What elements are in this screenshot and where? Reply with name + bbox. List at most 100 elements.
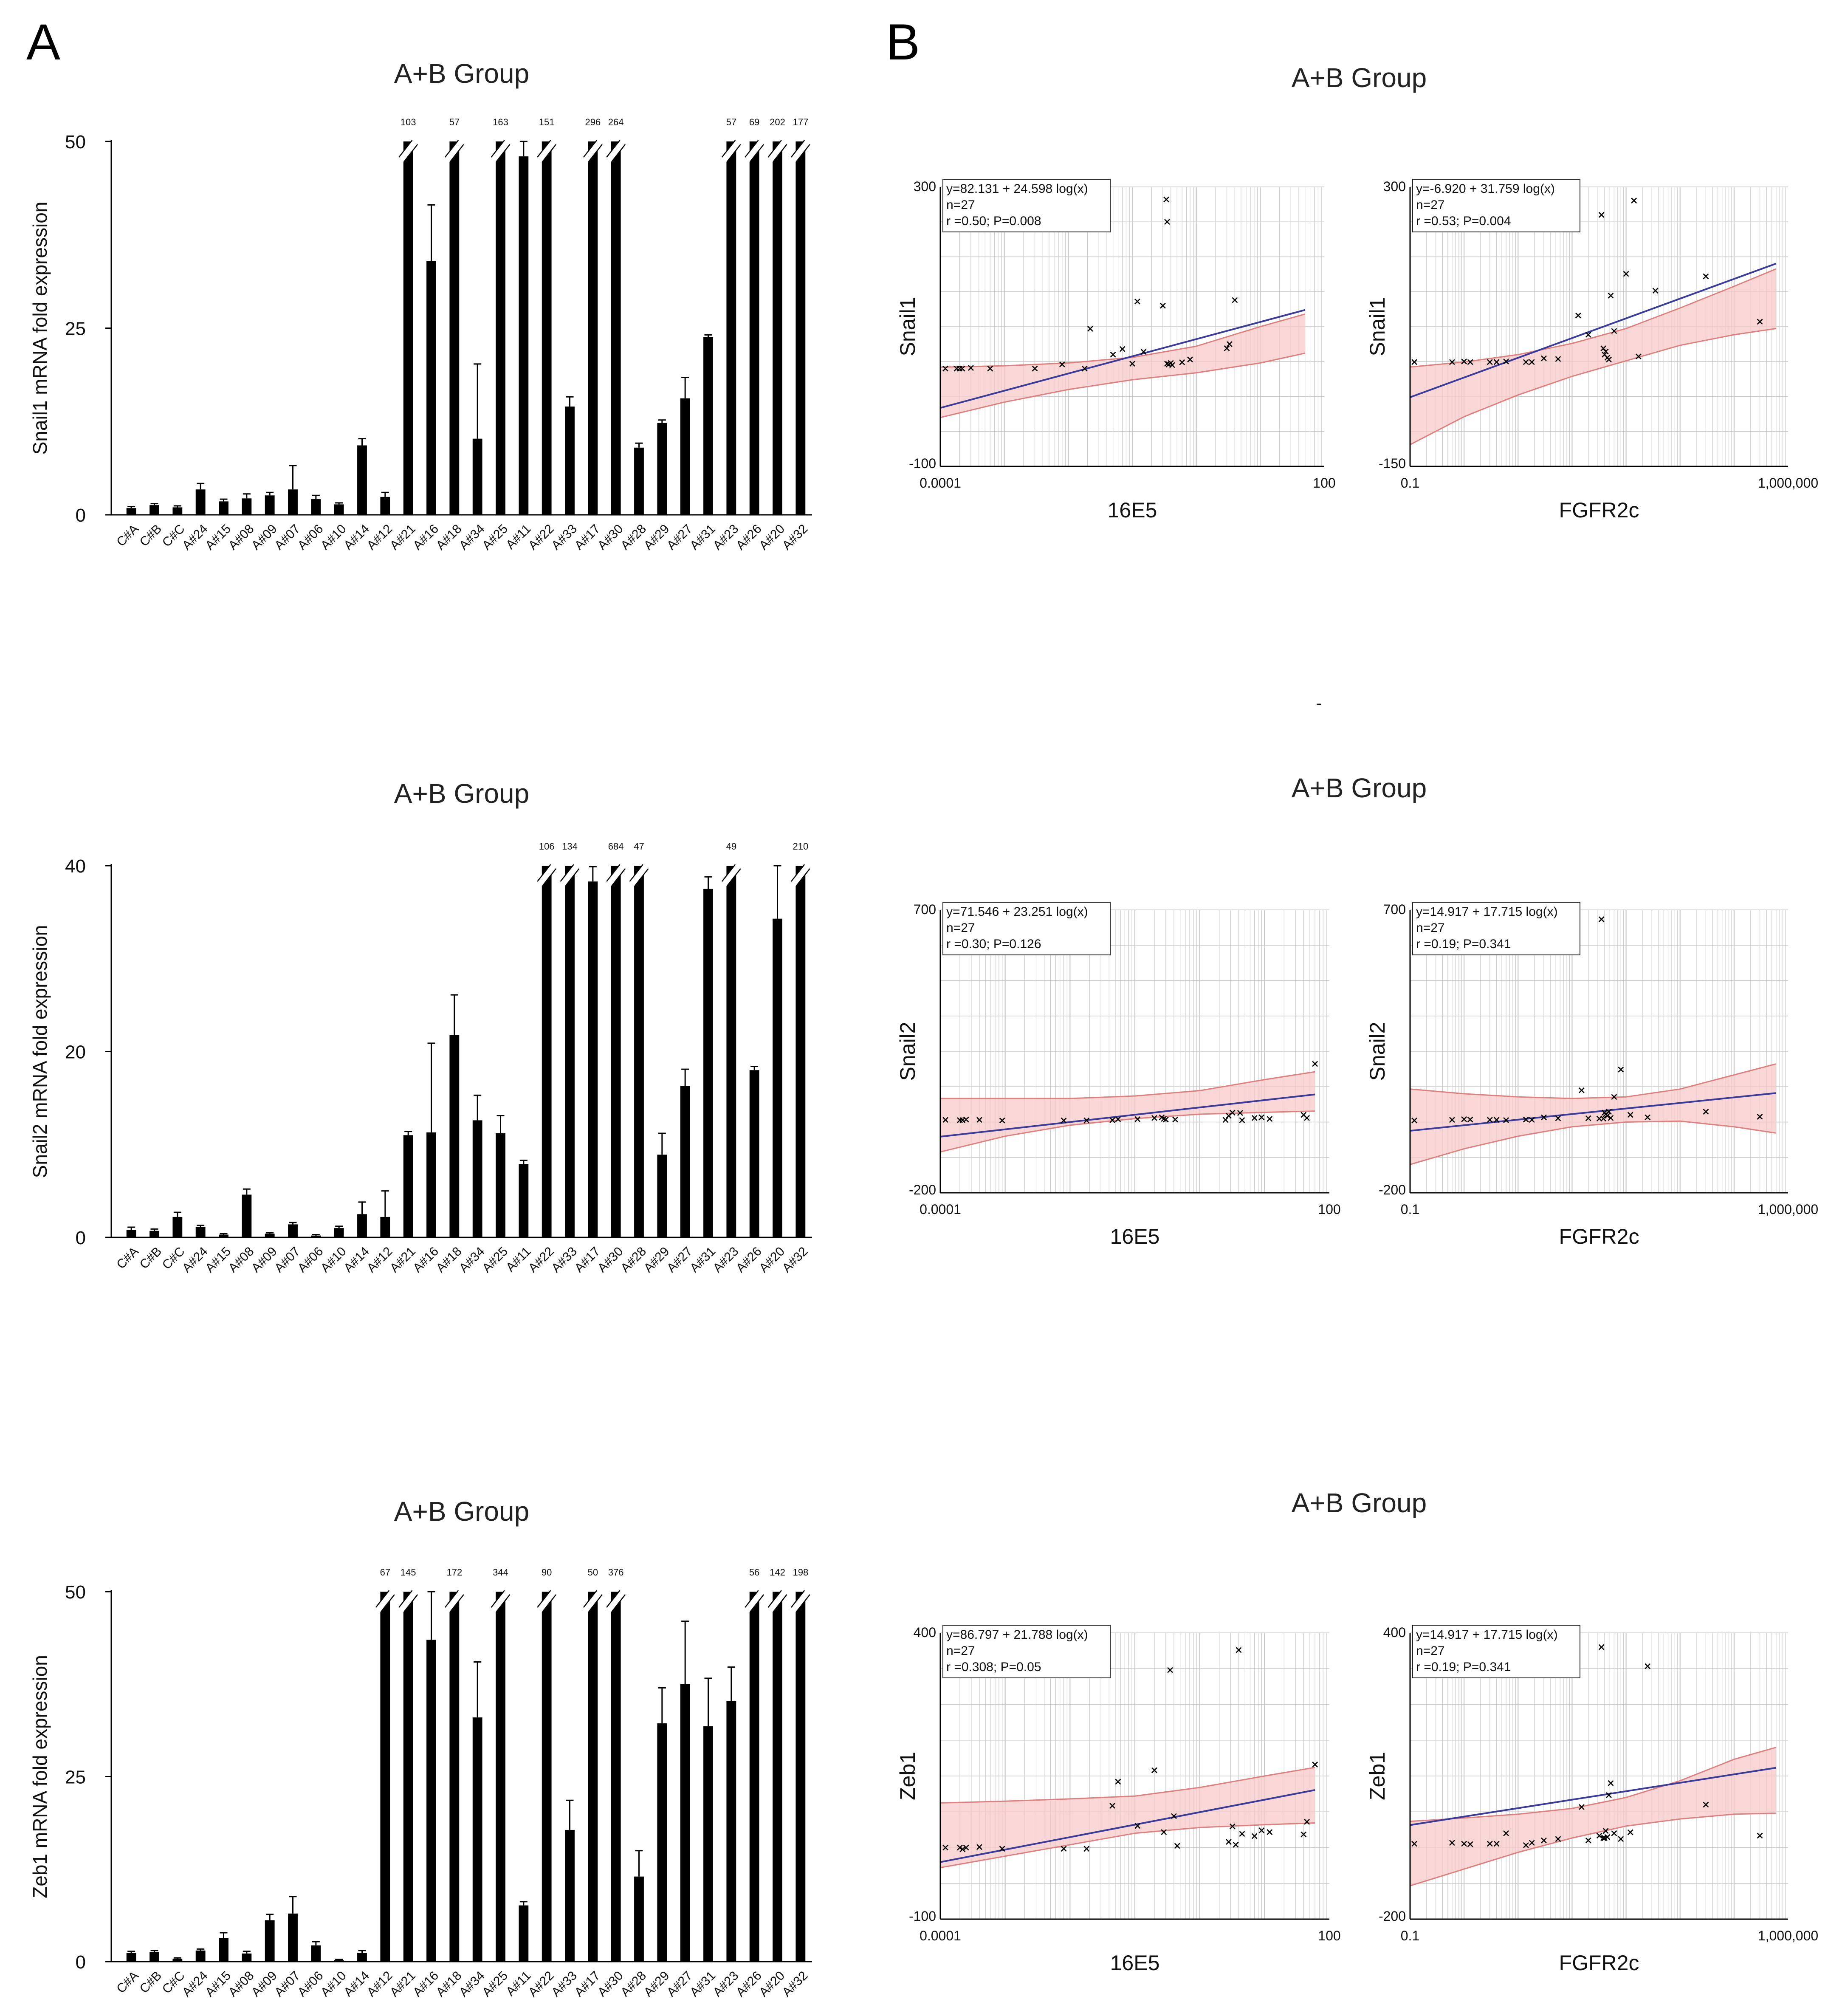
data-point — [1541, 355, 1547, 361]
confidence-upper-line — [1410, 1063, 1777, 1099]
y-axis-label: Snail1 — [1365, 297, 1389, 356]
bar — [172, 1959, 183, 1962]
sc_snail2_fgfr2c-chart: 700 -200 0.1 1,000,000 FGFR2c Snail2 y=14.917 … — [1365, 902, 1818, 1248]
data-point — [968, 365, 974, 371]
bar — [150, 505, 159, 515]
stats-line: n=27 — [946, 921, 975, 935]
axis-break-mark — [773, 1594, 787, 1612]
bar — [357, 1214, 367, 1237]
data-point — [1618, 1067, 1624, 1073]
x-axis-label: 16E5 — [1110, 1951, 1160, 1975]
data-point — [1109, 1803, 1115, 1809]
confidence-lower-line — [1410, 1120, 1777, 1165]
y-tick-label: 0 — [76, 1228, 86, 1248]
axis-break-gap — [722, 140, 741, 162]
x-tick-label: 100 — [1318, 1202, 1340, 1217]
confidence-lower-line — [940, 353, 1305, 418]
bar — [150, 1231, 159, 1237]
axis-break-mark — [444, 140, 459, 158]
sc_snail1_fgfr2c-chart: 300 -150 0.1 1,000,000 FGFR2c Snail1 y=-6.920 … — [1365, 179, 1818, 522]
confidence-band — [1410, 1064, 1776, 1165]
data-point — [1151, 1115, 1157, 1121]
data-point — [1598, 916, 1605, 923]
axis-break-mark — [403, 144, 418, 162]
data-point — [1523, 359, 1529, 365]
axis-break-mark — [727, 144, 741, 162]
regression-line — [940, 1789, 1315, 1863]
axis-break-gap — [768, 140, 787, 162]
y-tick-label: 50 — [65, 132, 86, 152]
bar — [634, 1876, 644, 1962]
bar — [611, 141, 621, 515]
confidence-upper-line — [1410, 1747, 1777, 1822]
x-tick-label: 0.0001 — [920, 1928, 961, 1943]
bar — [588, 881, 598, 1237]
data-point — [1411, 1841, 1417, 1847]
data-point — [957, 1844, 963, 1851]
bar — [726, 1701, 736, 1962]
confidence-upper-line — [940, 1071, 1315, 1099]
data-point — [1606, 356, 1612, 363]
data-point — [1226, 1839, 1232, 1845]
y-tick-label: -200 — [1379, 1182, 1406, 1197]
data-point — [942, 365, 948, 372]
x-tick-label: 1,000,000 — [1758, 1202, 1818, 1217]
data-point — [1312, 1762, 1318, 1768]
y-tick-label: 25 — [65, 319, 86, 339]
bar — [680, 1086, 690, 1237]
data-point — [1461, 1116, 1467, 1122]
bar — [703, 889, 713, 1237]
data-point — [1119, 346, 1126, 352]
stray-mark: - — [1316, 693, 1322, 714]
data-point — [976, 1844, 982, 1850]
bar — [542, 141, 552, 515]
axis-break-mark — [767, 1590, 782, 1608]
y-tick-label: 20 — [65, 1042, 86, 1063]
data-point — [1267, 1116, 1273, 1122]
data-point — [1251, 1833, 1258, 1839]
bar — [265, 1234, 275, 1237]
confidence-lower-line — [940, 1822, 1315, 1869]
stats-line: n=27 — [1416, 1644, 1445, 1658]
charts-layer: A+B Group Snail1 mRNA fold expression 0 25 5… — [29, 58, 1818, 1999]
bar — [749, 1070, 759, 1237]
data-point — [1604, 1112, 1611, 1119]
stats-line: y=86.797 + 21.788 log(x) — [946, 1628, 1088, 1642]
stats-line: y=14.917 + 17.715 log(x) — [1416, 905, 1558, 919]
truncated-value-label: 210 — [793, 841, 808, 852]
data-point — [1179, 359, 1185, 365]
bar — [265, 495, 275, 515]
data-point — [976, 1117, 982, 1123]
axis-break-mark — [588, 1594, 603, 1612]
data-point — [1129, 361, 1135, 367]
bar — [311, 1945, 321, 1962]
x-axis-label: FGFR2c — [1559, 1225, 1639, 1248]
data-point — [1083, 1117, 1090, 1124]
stats-line: y=14.917 + 17.715 log(x) — [1416, 1628, 1558, 1642]
data-point — [1134, 1116, 1141, 1122]
data-point — [1757, 319, 1763, 325]
data-point — [1611, 1830, 1617, 1836]
bar — [496, 1133, 505, 1237]
bar — [334, 1960, 344, 1962]
bar — [542, 866, 552, 1237]
axis-break-gap — [745, 1590, 764, 1612]
data-point — [942, 1117, 949, 1123]
bar — [496, 1592, 505, 1962]
chart-title: A+B Group — [394, 778, 529, 809]
data-point — [1258, 1114, 1265, 1121]
data-point — [1461, 358, 1467, 364]
data-point — [1258, 1827, 1265, 1833]
axis-break-gap — [398, 140, 418, 162]
stats-line: r =0.53; P=0.004 — [1416, 214, 1511, 228]
truncated-value-label: 90 — [542, 1567, 552, 1578]
data-point — [1300, 1831, 1307, 1838]
data-point — [963, 1844, 969, 1851]
axis-break-gap — [606, 1590, 626, 1612]
axis-break-mark — [629, 864, 643, 882]
axis-break-mark — [750, 144, 764, 162]
bar — [288, 1224, 298, 1237]
data-point — [1312, 1061, 1318, 1067]
y-axis-label: Zeb1 — [896, 1752, 920, 1800]
data-point — [1627, 1112, 1633, 1118]
